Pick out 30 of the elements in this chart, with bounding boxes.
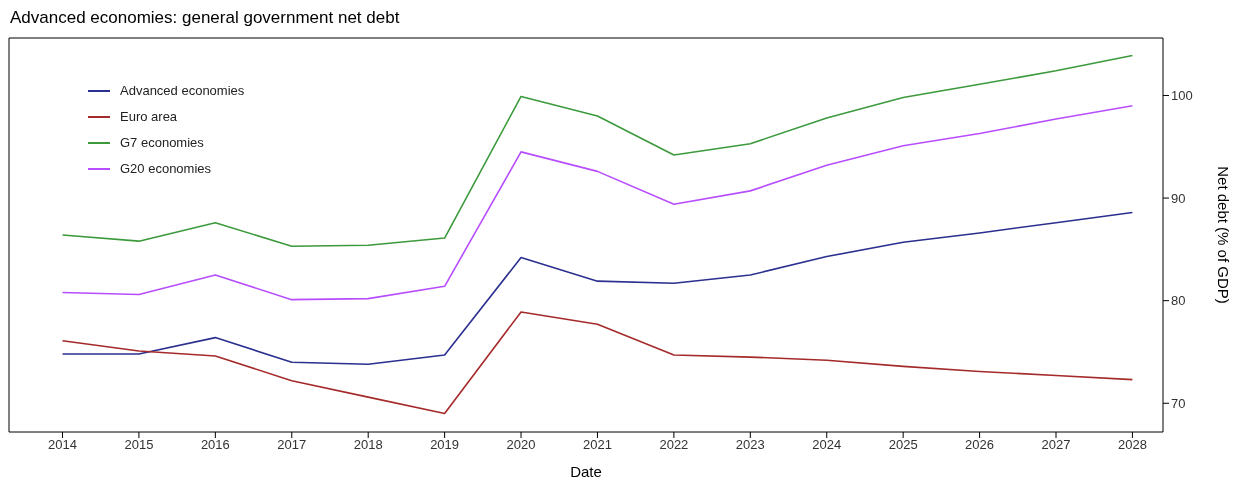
y-axis-title: Net debt (% of GDP): [1214, 166, 1232, 304]
y-tick-label: 90: [1171, 190, 1186, 206]
x-tick-label: 2014: [48, 437, 77, 453]
legend-label: Euro area: [120, 108, 178, 126]
x-tick-label: 2023: [735, 437, 765, 453]
x-tick-label: 2021: [583, 437, 612, 453]
x-tick-label: 2015: [124, 437, 154, 453]
x-tick-label: 2016: [200, 437, 230, 453]
x-axis-title: Date: [570, 463, 602, 480]
x-tick-label: 2018: [353, 437, 383, 453]
line-series: [61, 104, 1134, 301]
x-tick-label: 2026: [965, 437, 995, 453]
x-tick-label: 2022: [659, 437, 689, 453]
line-series: [61, 54, 1134, 248]
legend-label: G7 economies: [120, 134, 204, 152]
y-tick-label: 80: [1171, 293, 1186, 309]
line-series: [61, 311, 1134, 415]
line-series: [61, 211, 1134, 366]
y-tick-label: 100: [1171, 88, 1193, 104]
x-tick-label: 2020: [506, 437, 536, 453]
x-tick-label: 2017: [277, 437, 307, 453]
x-tick-label: 2024: [812, 437, 842, 453]
chart-title: Advanced economies: general government net debt: [10, 8, 401, 29]
legend-label: G20 economies: [120, 160, 212, 178]
x-tick-label: 2025: [888, 437, 918, 453]
x-tick-label: 2027: [1041, 437, 1071, 453]
x-tick-label: 2019: [430, 437, 460, 453]
y-tick-label: 70: [1171, 395, 1186, 411]
x-tick-label: 2028: [1117, 437, 1147, 453]
legend-label: Advanced economies: [120, 82, 245, 100]
